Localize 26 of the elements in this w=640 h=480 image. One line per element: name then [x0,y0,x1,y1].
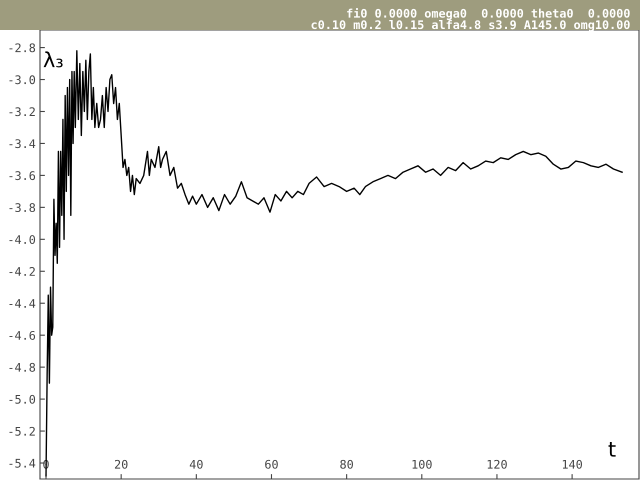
y-tick-label: -3.4 [9,139,36,148]
y-tick-label: -3.6 [9,171,36,180]
y-tick-label: -3.0 [9,75,36,84]
line-series [45,50,623,476]
y-tick-label: -4.6 [9,330,36,340]
x-tick-label: 60 [265,460,278,469]
y-tick-label: -3.8 [9,203,36,212]
y-tick-label: -5.2 [9,426,35,436]
y-axis-title: λ₃ [44,51,63,68]
y-tick-label: -4.2 [9,267,35,276]
x-tick-label: 20 [114,460,128,469]
x-tick-label: 100 [412,460,432,469]
x-axis-title: t [608,442,616,457]
x-tick-label: 120 [488,460,507,469]
y-tick-label: -4.0 [9,235,36,244]
annotation: c0.10 m0.2 l0.15 alfa4.8 s3.9 A145.0 omg10.00 [312,20,630,32]
x-tick-label: 40 [190,460,203,469]
y-tick-label: -2.8 [9,43,36,52]
x-tick-label: 140 [562,460,582,469]
y-tick-label: -5.4 [9,458,36,468]
x-tick-label: 80 [340,460,353,469]
y-tick-label: -4.4 [9,299,36,308]
y-tick-label: -3.2 [9,107,35,116]
y-tick-label: -4.8 [9,362,36,372]
y-tick-label: -5.0 [9,394,36,404]
text: fi0 0.0000 omega0 0.0000 theta0 0.0000 [347,8,630,20]
